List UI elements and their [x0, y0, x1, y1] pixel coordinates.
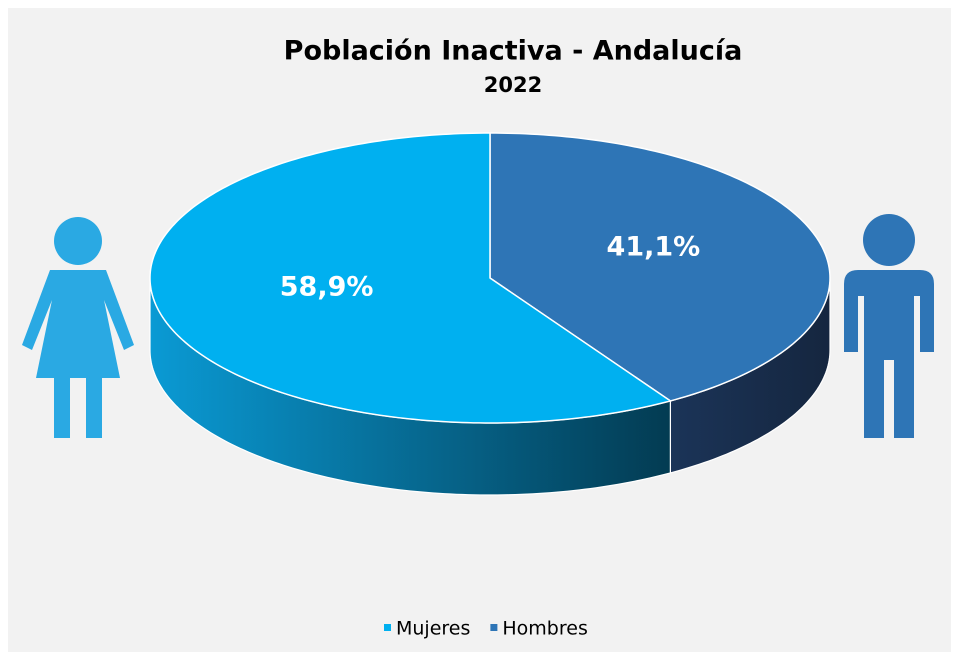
data-label: 41,1%	[607, 231, 701, 262]
man-icon	[844, 214, 934, 438]
chart-subtitle: 2022	[484, 73, 542, 97]
legend-label: Hombres	[502, 618, 587, 640]
chart-title: Población Inactiva - Andalucía	[284, 36, 743, 67]
slice	[489, 132, 831, 402]
legend-label: Mujeres	[396, 618, 470, 640]
data-label: 58,9%	[280, 272, 374, 303]
woman-icon	[22, 217, 134, 438]
legend-swatch	[490, 624, 498, 631]
legend-swatch	[384, 624, 391, 631]
slice	[149, 132, 673, 424]
